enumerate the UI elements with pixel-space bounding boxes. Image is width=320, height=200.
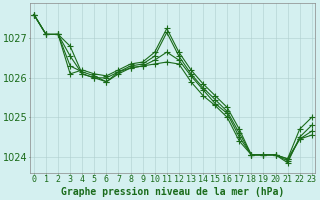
X-axis label: Graphe pression niveau de la mer (hPa): Graphe pression niveau de la mer (hPa) [61, 187, 284, 197]
